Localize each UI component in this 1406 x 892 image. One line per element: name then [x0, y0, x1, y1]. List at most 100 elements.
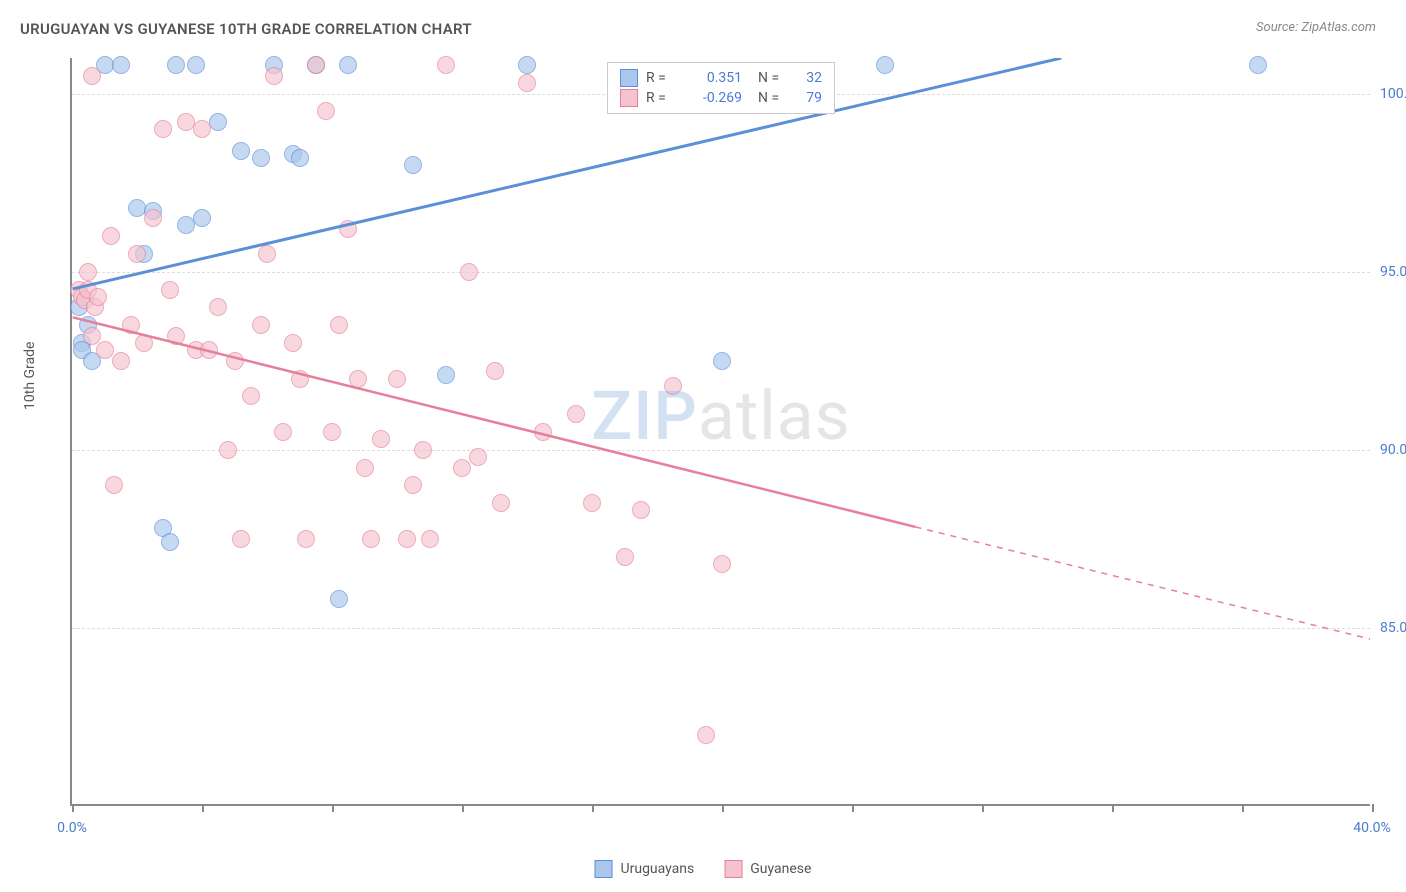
x-tick-mark	[1372, 804, 1374, 812]
scatter-point	[265, 67, 283, 85]
r-label: R =	[646, 70, 674, 86]
gridline-horizontal	[72, 450, 1370, 451]
scatter-point	[518, 56, 536, 74]
x-tick-mark	[592, 804, 594, 812]
scatter-point	[297, 530, 315, 548]
scatter-point	[567, 405, 585, 423]
scatter-point	[112, 352, 130, 370]
scatter-point	[616, 548, 634, 566]
scatter-point	[122, 316, 140, 334]
x-tick-label: 40.0%	[1353, 820, 1391, 836]
scatter-point	[330, 316, 348, 334]
scatter-point	[209, 113, 227, 131]
source-attribution: Source: ZipAtlas.com	[1256, 20, 1376, 35]
scatter-point	[664, 377, 682, 395]
scatter-point	[167, 327, 185, 345]
scatter-point	[404, 476, 422, 494]
scatter-point	[258, 245, 276, 263]
scatter-point	[437, 366, 455, 384]
scatter-point	[193, 209, 211, 227]
scatter-point	[242, 387, 260, 405]
legend-swatch-uruguayans	[595, 860, 613, 878]
scatter-point	[1249, 56, 1267, 74]
scatter-point	[518, 74, 536, 92]
legend-label: Guyanese	[750, 861, 811, 877]
scatter-point	[187, 56, 205, 74]
scatter-point	[135, 334, 153, 352]
scatter-point	[252, 149, 270, 167]
y-tick-label: 100.0%	[1380, 86, 1406, 102]
scatter-point	[330, 590, 348, 608]
x-tick-mark	[332, 804, 334, 812]
scatter-point	[89, 288, 107, 306]
scatter-point	[128, 199, 146, 217]
scatter-point	[128, 245, 146, 263]
scatter-point	[232, 530, 250, 548]
chart-plot-area: ZIPatlas R = 0.351 N = 32 R = -0.269 N =…	[70, 58, 1370, 806]
scatter-point	[96, 341, 114, 359]
scatter-point	[583, 494, 601, 512]
n-value-uruguayans: 32	[794, 70, 822, 86]
scatter-point	[226, 352, 244, 370]
scatter-point	[209, 298, 227, 316]
scatter-point	[284, 334, 302, 352]
trend-line-extension	[915, 527, 1370, 655]
legend-swatch-uruguayans	[620, 69, 638, 87]
legend-swatch-guyanese	[620, 89, 638, 107]
x-tick-mark	[1242, 804, 1244, 812]
scatter-point	[79, 263, 97, 281]
x-tick-mark	[722, 804, 724, 812]
legend-label: Uruguayans	[621, 861, 695, 877]
scatter-point	[453, 459, 471, 477]
scatter-point	[404, 156, 422, 174]
scatter-point	[102, 227, 120, 245]
scatter-point	[398, 530, 416, 548]
scatter-point	[200, 341, 218, 359]
scatter-point	[437, 56, 455, 74]
scatter-point	[154, 120, 172, 138]
legend-stats-row: R = 0.351 N = 32	[620, 69, 822, 87]
scatter-point	[323, 423, 341, 441]
scatter-point	[161, 533, 179, 551]
legend-bottom: Uruguayans Guyanese	[595, 860, 812, 878]
scatter-point	[632, 501, 650, 519]
scatter-point	[161, 281, 179, 299]
scatter-point	[421, 530, 439, 548]
x-tick-mark	[1112, 804, 1114, 812]
scatter-point	[339, 220, 357, 238]
watermark-part-b: atlas	[698, 376, 851, 456]
scatter-point	[362, 530, 380, 548]
legend-stats-row: R = -0.269 N = 79	[620, 89, 822, 107]
scatter-point	[349, 370, 367, 388]
scatter-point	[291, 370, 309, 388]
x-tick-mark	[202, 804, 204, 812]
r-label: R =	[646, 90, 674, 106]
x-tick-mark	[72, 804, 74, 812]
scatter-point	[112, 56, 130, 74]
y-tick-label: 90.0%	[1380, 442, 1406, 458]
scatter-point	[356, 459, 374, 477]
legend-stats-box: R = 0.351 N = 32 R = -0.269 N = 79	[607, 62, 835, 114]
y-tick-label: 95.0%	[1380, 264, 1406, 280]
x-tick-mark	[462, 804, 464, 812]
scatter-point	[486, 362, 504, 380]
scatter-point	[713, 555, 731, 573]
scatter-point	[193, 120, 211, 138]
scatter-point	[339, 56, 357, 74]
watermark: ZIPatlas	[591, 376, 851, 456]
scatter-point	[274, 423, 292, 441]
scatter-point	[460, 263, 478, 281]
legend-item-guyanese: Guyanese	[724, 860, 811, 878]
scatter-point	[414, 441, 432, 459]
scatter-point	[252, 316, 270, 334]
y-tick-label: 85.0%	[1380, 620, 1406, 636]
n-label: N =	[758, 70, 786, 86]
r-value-guyanese: -0.269	[682, 90, 742, 106]
chart-title: URUGUAYAN VS GUYANESE 10TH GRADE CORRELA…	[20, 20, 472, 38]
gridline-horizontal	[72, 628, 1370, 629]
scatter-point	[83, 67, 101, 85]
scatter-point	[372, 430, 390, 448]
trend-lines-layer	[72, 58, 1370, 804]
scatter-point	[291, 149, 309, 167]
x-tick-label: 0.0%	[57, 820, 87, 836]
